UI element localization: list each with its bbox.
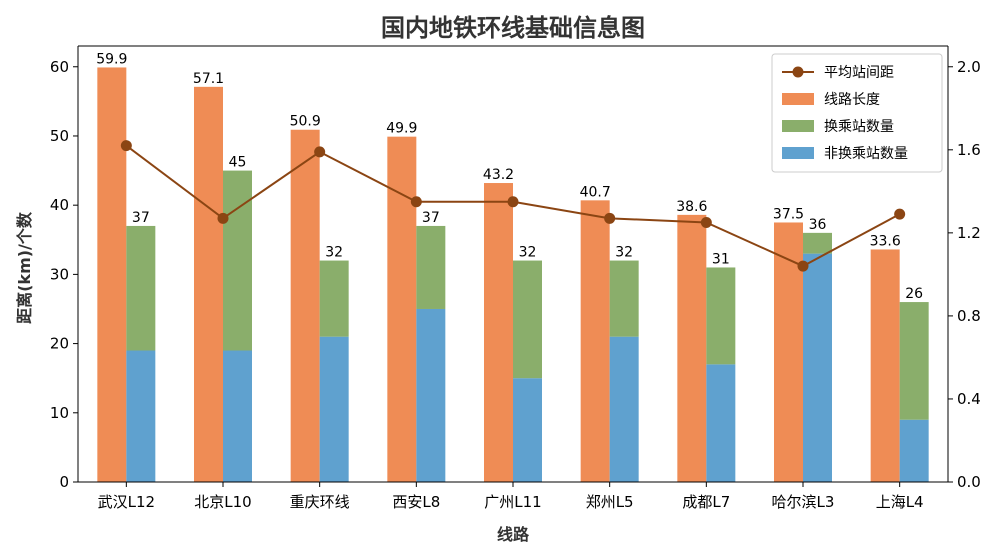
x-tick-label: 西安L8 [392,493,440,511]
avg-spacing-point [120,140,132,152]
x-tick-label: 重庆环线 [290,493,350,511]
non-transfer-bar [609,336,639,482]
y-tick-label: 30 [50,265,69,283]
legend-box [771,53,943,173]
x-tick-label: 郑州L5 [586,493,634,511]
avg-spacing-point [410,196,422,208]
avg-spacing-point [700,216,712,228]
avg-spacing-point [507,196,519,208]
transfer-bar [803,232,832,254]
x-axis-label: 线路 [497,525,530,544]
avg-spacing-point [217,212,229,224]
non-transfer-bar [803,253,832,482]
y2-tick-label: 0.8 [957,307,981,325]
length-value-label: 38.6 [676,199,707,215]
non-transfer-bar [706,364,736,482]
y-tick-label: 20 [50,335,69,353]
x-tick-label: 广州L11 [484,493,541,511]
transfer-bar [899,302,929,420]
station-total-label: 32 [519,245,537,261]
non-transfer-bar [223,350,252,482]
length-bar [484,183,513,482]
y-tick-label: 0 [59,473,69,491]
y2-tick-label: 0.4 [957,390,981,408]
transfer-bar [513,260,542,379]
station-total-label: 37 [422,210,440,226]
length-value-label: 40.7 [580,184,611,200]
length-value-label: 43.2 [483,167,514,183]
transfer-bar [609,260,639,337]
y-tick-label: 50 [50,127,69,145]
x-tick-label: 哈尔滨L3 [772,493,835,511]
station-total-label: 26 [905,286,923,302]
station-total-label: 31 [712,251,730,267]
transfer-bar [126,225,156,351]
legend-entry: 非换乘站数量 [824,145,908,162]
y-tick-label: 40 [50,196,69,214]
legend-swatch [782,93,814,105]
length-bar [580,200,610,483]
length-value-label: 33.6 [870,233,901,249]
y-tick-label: 60 [50,58,69,76]
length-bar [774,222,803,482]
y-axis-label: 距离(km)/个数 [15,211,34,324]
station-total-label: 32 [615,245,633,261]
length-value-label: 50.9 [290,114,321,130]
x-tick-label: 武汉L12 [98,493,155,511]
length-bar [194,86,223,482]
length-bar [97,67,127,482]
legend-swatch [782,120,814,132]
station-total-label: 32 [325,245,343,261]
transfer-bar [223,170,252,351]
length-bar [290,129,320,482]
transfer-bar [416,225,446,309]
non-transfer-bar [513,378,542,482]
length-value-label: 49.9 [386,121,417,137]
x-tick-label: 上海L4 [876,493,924,511]
transfer-bar [319,260,349,337]
y2-tick-label: 1.6 [957,141,981,159]
length-value-label: 37.5 [773,206,804,222]
non-transfer-bar [319,336,349,482]
length-bar [677,214,707,482]
y2-tick-label: 1.2 [957,224,981,242]
avg-spacing-point [797,260,809,272]
avg-spacing-point [894,208,906,220]
legend-swatch [782,147,814,159]
legend-entry: 线路长度 [824,92,880,108]
y-tick-label: 10 [50,404,69,422]
plot-area: 59.9 37 57.1 45 50.9 32 49.9 37 43.2 32 40.7 32 38.6… [50,45,981,511]
non-transfer-bar [416,308,446,482]
y2-tick-label: 2.0 [957,58,981,76]
station-total-label: 36 [809,217,827,233]
length-bar [870,249,900,482]
length-value-label: 57.1 [193,71,224,87]
station-total-label: 37 [132,210,150,226]
non-transfer-bar [126,350,156,482]
avg-spacing-point [604,212,616,224]
x-tick-label: 成都L7 [682,493,730,511]
non-transfer-bar [899,419,929,482]
avg-spacing-point [314,146,326,158]
chart-title: 国内地铁环线基础信息图 [381,14,645,42]
legend-swatch-marker [792,66,804,78]
length-value-label: 59.9 [96,51,127,67]
y2-tick-label: 0.0 [957,473,981,491]
legend-entry: 换乘站数量 [824,118,894,135]
station-total-label: 45 [229,155,247,171]
x-tick-label: 北京L10 [194,493,251,511]
legend-entry: 平均站间距 [824,65,894,81]
transfer-bar [706,267,736,365]
